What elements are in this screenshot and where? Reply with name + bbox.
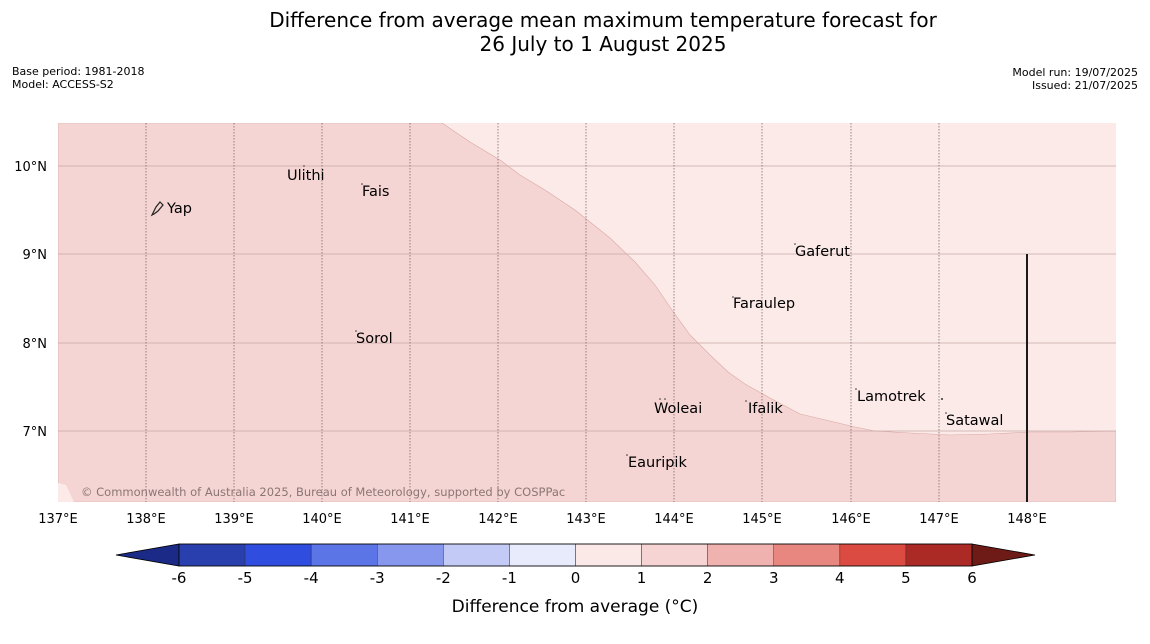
colorbar-tick-label: 1 xyxy=(637,569,647,587)
colorbar-segment xyxy=(773,543,841,567)
colorbar-segment xyxy=(443,543,510,567)
lon-label-146e: 146°E xyxy=(831,512,871,527)
colorbar-tick-label: 5 xyxy=(901,569,911,587)
colorbar-segment xyxy=(509,543,576,567)
island-dot xyxy=(303,165,305,167)
model-run: Model run: 19/07/2025 xyxy=(1012,66,1138,79)
colorbar-tick-label: -6 xyxy=(172,569,187,587)
colorbar-tick-label: 0 xyxy=(571,569,581,587)
place-label-woleai: Woleai xyxy=(654,401,702,417)
colorbar-segments xyxy=(178,543,973,567)
lat-label-9n: 9°N xyxy=(23,248,48,263)
meta-left: Base period: 1981-2018 Model: ACCESS-S2 xyxy=(12,65,144,91)
colorbar-segment xyxy=(575,543,642,567)
colorbar-segment xyxy=(839,543,907,567)
map-area: Yap Ulithi Fais Gaferut Faraulep Sorol L… xyxy=(58,123,1116,502)
island-dot xyxy=(732,296,734,298)
colorbar-segment xyxy=(905,543,973,567)
colorbar-tick-label: 4 xyxy=(835,569,845,587)
island-dot xyxy=(941,398,943,400)
lat-axis: 10°N 9°N 8°N 7°N xyxy=(14,160,47,440)
colorbar-label: Difference from average (°C) xyxy=(452,597,699,617)
lat-label-7n: 7°N xyxy=(23,425,48,440)
colorbar-tick-label: 6 xyxy=(967,569,977,587)
meta-right: Model run: 19/07/2025 Issued: 21/07/2025 xyxy=(1012,66,1138,92)
map-title-line1: Difference from average mean maximum tem… xyxy=(269,8,937,32)
island-dot xyxy=(659,398,661,400)
lon-axis: 137°E 138°E 139°E 140°E 141°E 142°E 143°… xyxy=(38,512,1047,527)
lon-label-139e: 139°E xyxy=(214,512,254,527)
lon-label-137e: 137°E xyxy=(38,512,78,527)
island-dot xyxy=(355,330,357,332)
colorbar-segment xyxy=(244,543,312,567)
colorbar-tick-label: -1 xyxy=(502,569,517,587)
colorbar-tick-label: 3 xyxy=(769,569,779,587)
colorbar-segment xyxy=(310,543,378,567)
island-dot xyxy=(626,454,628,456)
light-corner xyxy=(58,483,74,502)
place-label-yap: Yap xyxy=(166,201,192,217)
place-label-sorol: Sorol xyxy=(356,331,393,347)
yap-island-shape xyxy=(150,201,164,217)
colorbar-tick-label: -2 xyxy=(436,569,451,587)
place-label-ulithi: Ulithi xyxy=(287,168,325,184)
place-label-fais: Fais xyxy=(362,184,389,200)
place-labels: Yap Ulithi Fais Gaferut Faraulep Sorol L… xyxy=(166,168,1003,471)
colorbar-tick-label: -4 xyxy=(304,569,319,587)
copyright-text: © Commonwealth of Australia 2025, Bureau… xyxy=(81,485,565,499)
island-dot xyxy=(664,398,666,400)
lon-label-138e: 138°E xyxy=(126,512,166,527)
lon-label-143e: 143°E xyxy=(566,512,606,527)
colorbar-frame xyxy=(178,543,973,567)
colorbar-underflow-triangle xyxy=(115,543,180,567)
place-label-lamotrek: Lamotrek xyxy=(857,389,926,405)
map-title: Difference from average mean maximum tem… xyxy=(0,8,1150,56)
anomaly-zone-1-to-2 xyxy=(58,123,1116,502)
lon-label-144e: 144°E xyxy=(654,512,694,527)
lat-label-8n: 8°N xyxy=(23,337,48,352)
colorbar-segment xyxy=(641,543,708,567)
map-title-line2: 26 July to 1 August 2025 xyxy=(479,32,727,56)
place-label-ifalik: Ifalik xyxy=(748,401,783,417)
island-markers xyxy=(303,165,947,456)
colorbar-segment xyxy=(377,543,444,567)
lon-label-145e: 145°E xyxy=(742,512,782,527)
colorbar: -6 -5 -4 -3 -2 -1 0 1 2 3 4 5 6 Difference from aver… xyxy=(115,543,1036,617)
colorbar-segment xyxy=(178,543,246,567)
lon-label-142e: 142°E xyxy=(478,512,518,527)
lon-label-147e: 147°E xyxy=(919,512,959,527)
colorbar-tick-label: 2 xyxy=(703,569,713,587)
lat-label-10n: 10°N xyxy=(14,160,47,175)
lon-gridlines xyxy=(145,123,940,502)
lon-label-140e: 140°E xyxy=(302,512,342,527)
colorbar-overflow-triangle xyxy=(971,543,1036,567)
place-label-satawal: Satawal xyxy=(946,413,1003,429)
colorbar-segment xyxy=(707,543,775,567)
place-label-faraulep: Faraulep xyxy=(733,296,795,312)
colorbar-tick-label: -3 xyxy=(370,569,385,587)
place-label-gaferut: Gaferut xyxy=(795,244,850,260)
lon-label-148e: 148°E xyxy=(1007,512,1047,527)
island-dot xyxy=(855,388,857,390)
issued-date: Issued: 21/07/2025 xyxy=(1031,79,1138,92)
island-dot xyxy=(945,412,947,414)
island-dot xyxy=(361,183,363,185)
island-dot xyxy=(745,400,747,402)
base-period: Base period: 1981-2018 xyxy=(12,65,145,78)
colorbar-ticks: -6 -5 -4 -3 -2 -1 0 1 2 3 4 5 6 xyxy=(172,569,977,587)
colorbar-tick-label: -5 xyxy=(238,569,253,587)
model-name: Model: ACCESS-S2 xyxy=(12,78,114,91)
place-label-eauripik: Eauripik xyxy=(628,455,687,471)
island-dot xyxy=(794,243,796,245)
lon-label-141e: 141°E xyxy=(390,512,430,527)
